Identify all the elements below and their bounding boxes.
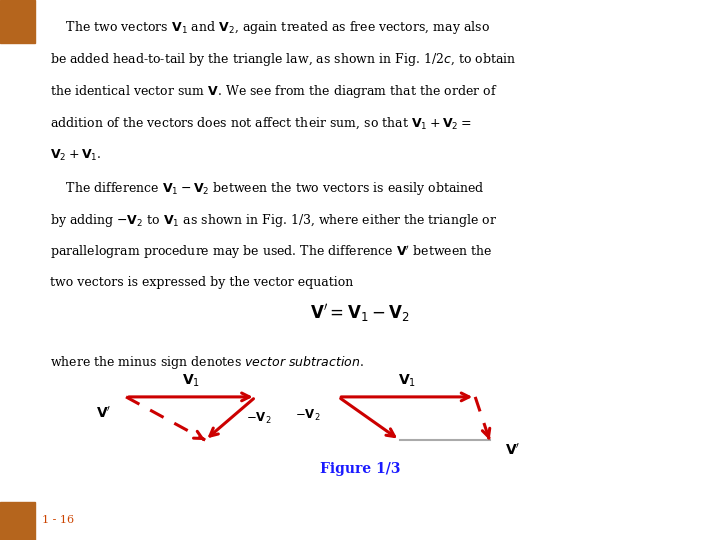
Text: 1 - 16: 1 - 16	[42, 515, 74, 525]
Text: two vectors is expressed by the vector equation: two vectors is expressed by the vector e…	[50, 276, 354, 289]
Text: $\mathbf{V}_1$: $\mathbf{V}_1$	[181, 373, 200, 389]
Text: where the minus sign denotes $\mathit{vector\ subtraction}$.: where the minus sign denotes $\mathit{ve…	[50, 354, 364, 370]
Text: $\mathbf{V}_2 + \mathbf{V}_1$.: $\mathbf{V}_2 + \mathbf{V}_1$.	[50, 147, 102, 163]
Text: Figure 1/3: Figure 1/3	[320, 462, 400, 476]
Text: by adding $-\mathbf{V}_2$ to $\mathbf{V}_1$ as shown in Fig. 1/3, where either t: by adding $-\mathbf{V}_2$ to $\mathbf{V}…	[50, 212, 498, 228]
Text: parallelogram procedure may be used. The difference $\mathbf{V}'$ between the: parallelogram procedure may be used. The…	[50, 244, 492, 261]
Text: $\mathbf{V}_1$: $\mathbf{V}_1$	[397, 373, 416, 389]
Text: $\mathbf{V}'$: $\mathbf{V}'$	[96, 406, 112, 421]
Text: $-\mathbf{V}_2$: $-\mathbf{V}_2$	[295, 408, 320, 423]
Text: The two vectors $\mathbf{V}_1$ and $\mathbf{V}_2$, again treated as free vectors: The two vectors $\mathbf{V}_1$ and $\mat…	[50, 19, 490, 36]
Text: be added head-to-tail by the triangle law, as shown in Fig. 1/2$c$, to obtain: be added head-to-tail by the triangle la…	[50, 51, 517, 68]
Text: addition of the vectors does not affect their sum, so that $\mathbf{V}_1 + \math: addition of the vectors does not affect …	[50, 116, 472, 131]
Bar	[0, 0, 35, 43]
Text: $\mathbf{V}' = \mathbf{V}_1 - \mathbf{V}_2$: $\mathbf{V}' = \mathbf{V}_1 - \mathbf{V}…	[310, 302, 410, 324]
Text: The difference $\mathbf{V}_1 - \mathbf{V}_2$ between the two vectors is easily o: The difference $\mathbf{V}_1 - \mathbf{V…	[50, 179, 485, 197]
Text: $\mathbf{V}'$: $\mathbf{V}'$	[505, 443, 521, 458]
Bar	[0, 502, 35, 540]
Text: the identical vector sum $\mathbf{V}$. We see from the diagram that the order of: the identical vector sum $\mathbf{V}$. W…	[50, 83, 498, 100]
Text: $-\mathbf{V}_2$: $-\mathbf{V}_2$	[246, 411, 271, 426]
